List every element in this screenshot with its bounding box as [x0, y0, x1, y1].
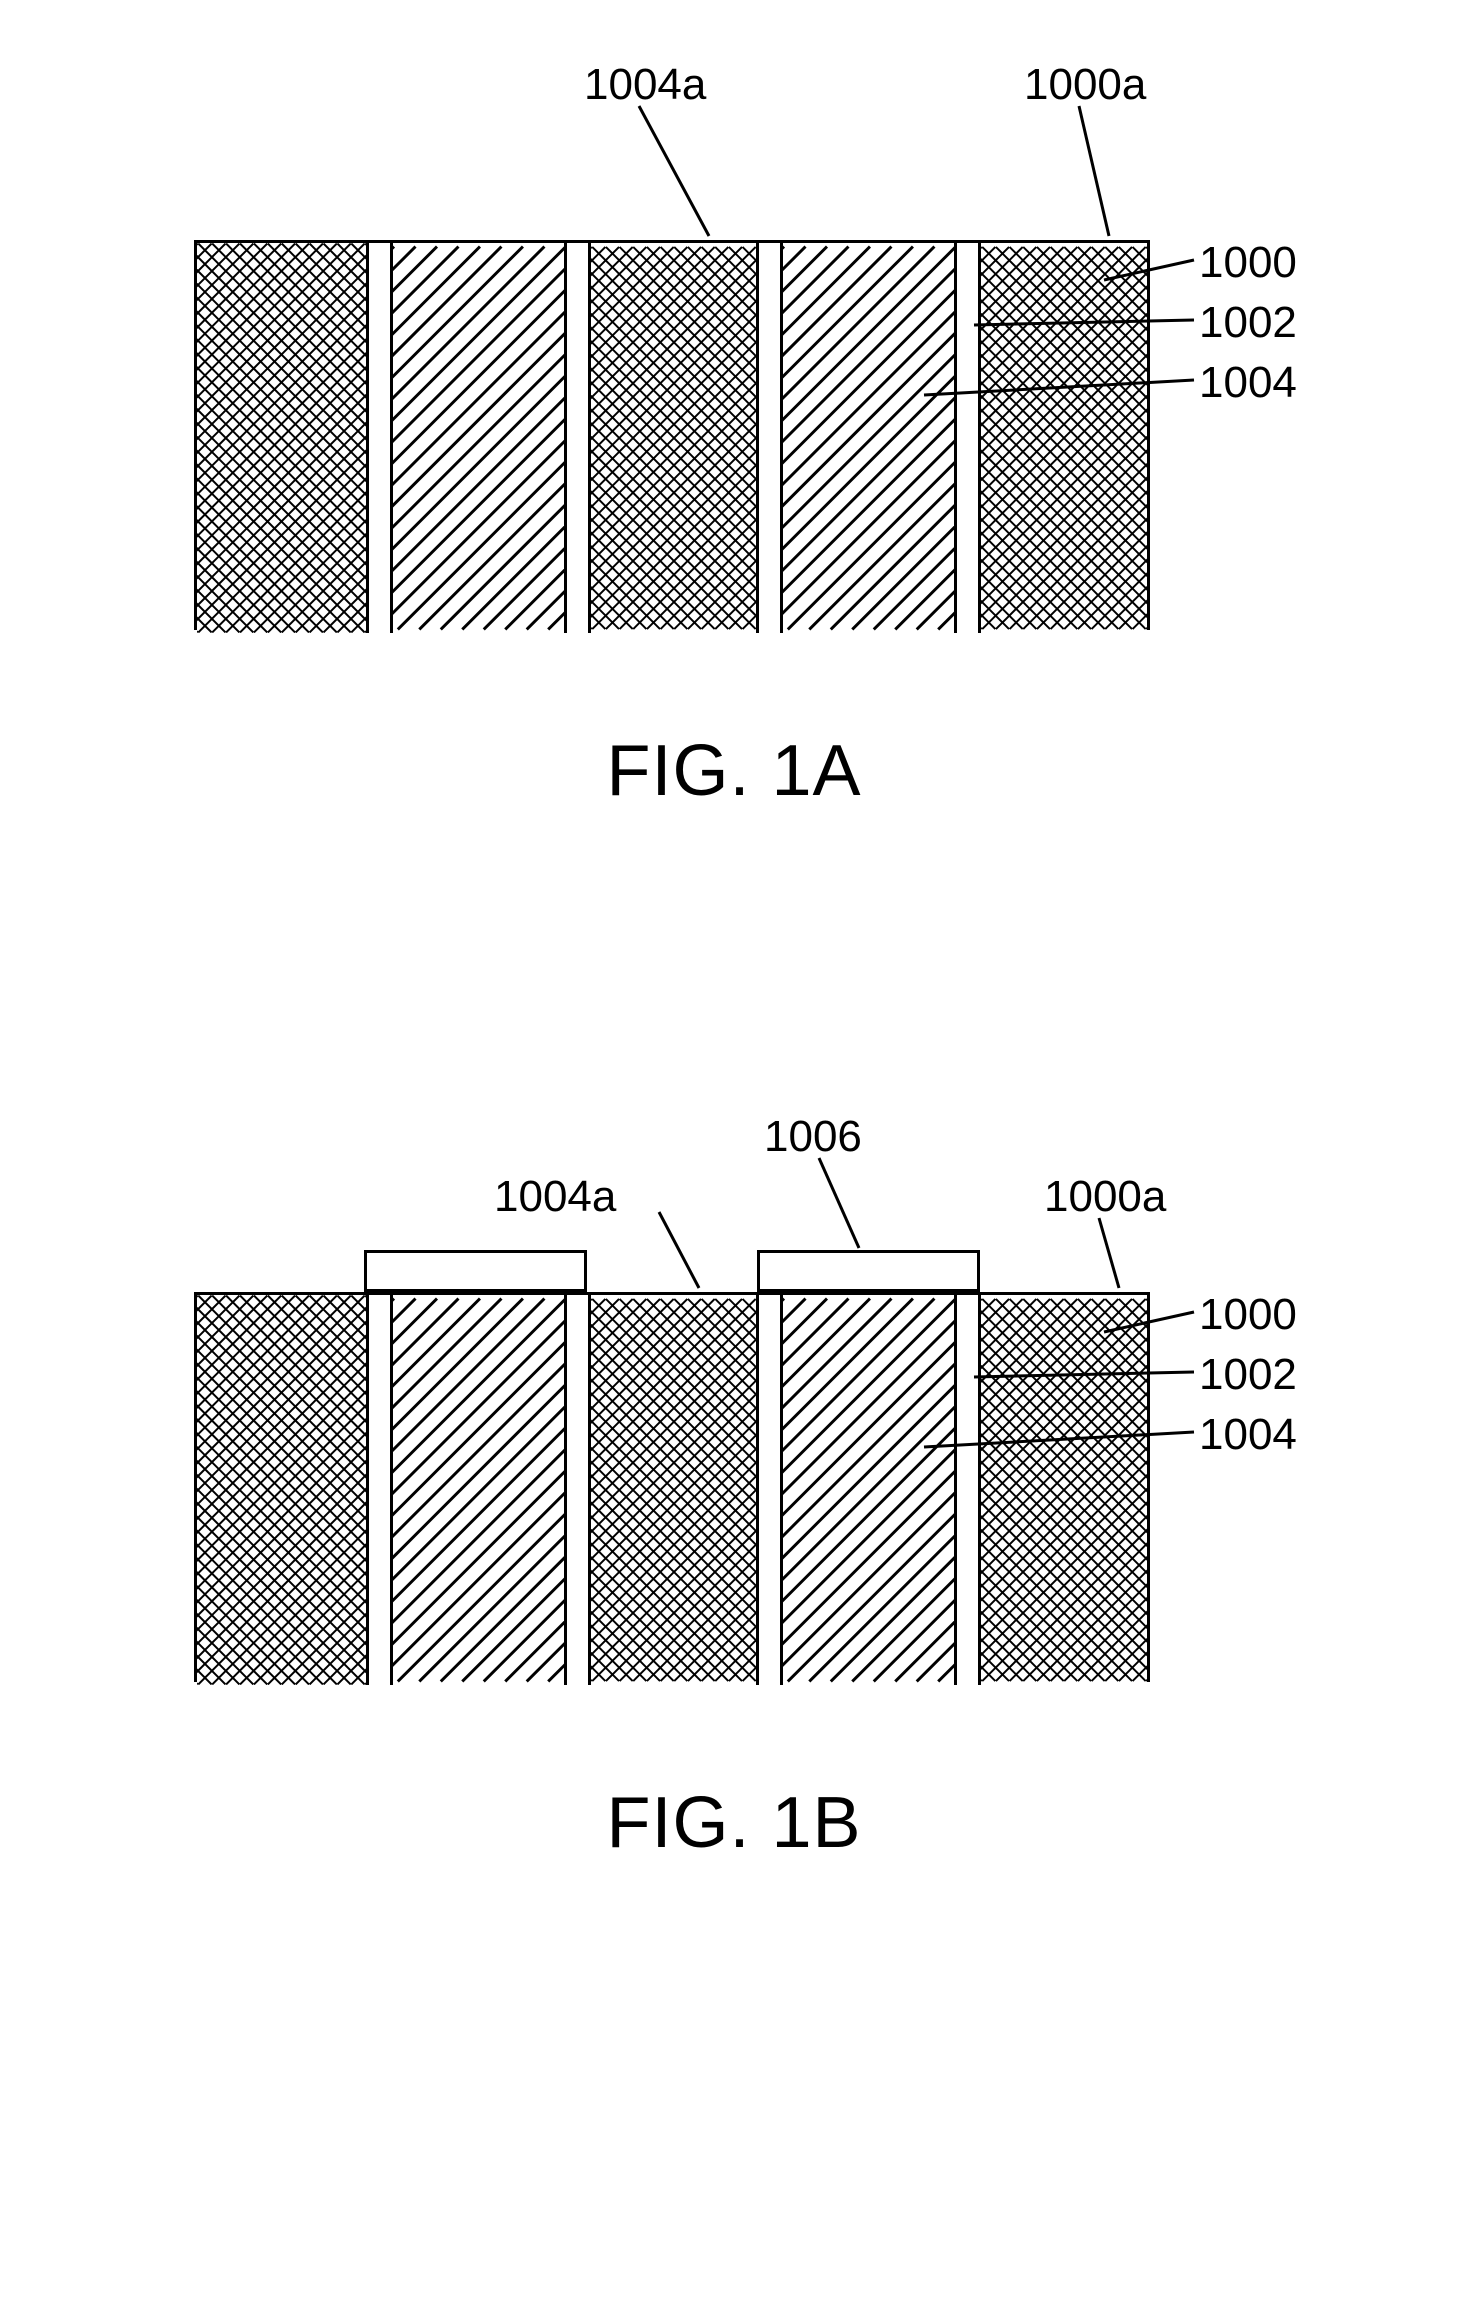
reference-label: 1004	[1199, 1410, 1297, 1460]
fig1a: 1004a1000a100010021004FIG. 1A	[44, 60, 1424, 812]
diagram-area: 1004a 1000a 1000 1002 1004	[44, 60, 1424, 680]
reference-label: 1000a	[1024, 60, 1146, 110]
reference-label: 1000a	[1044, 1172, 1166, 1222]
reference-label: 1000	[1199, 238, 1297, 288]
reference-label: 1004a	[494, 1172, 616, 1222]
reference-label: 1000	[1199, 1290, 1297, 1340]
reference-label: 1002	[1199, 1350, 1297, 1400]
reference-label: 1002	[1199, 298, 1297, 348]
fig1b: 1004a10061000a100010021004FIG. 1B	[44, 1112, 1424, 1864]
reference-label: 1004	[1199, 358, 1297, 408]
reference-label: 1006	[764, 1112, 862, 1162]
reference-label: 1004a	[584, 60, 706, 110]
figure-page: 1004a1000a100010021004FIG. 1A1004a100610…	[44, 60, 1424, 1864]
diagram-area: 1004a 1006 1000a 1000 1002 1004	[44, 1112, 1424, 1732]
